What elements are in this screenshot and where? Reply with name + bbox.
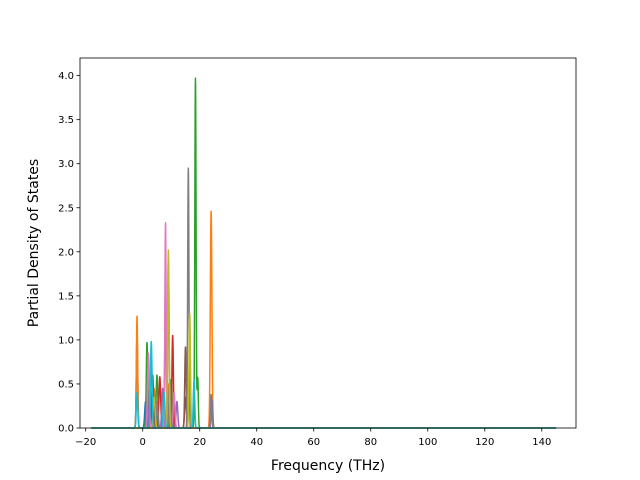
x-tick-label: 80 [364, 437, 377, 448]
y-tick-label: 2.5 [58, 203, 74, 214]
x-tick-label: −20 [75, 437, 96, 448]
y-tick-label: 4.0 [58, 71, 74, 82]
y-tick-label: 3.0 [58, 159, 74, 170]
y-tick-label: 1.5 [58, 291, 74, 302]
x-tick-label: 20 [193, 437, 206, 448]
x-tick-label: 140 [532, 437, 551, 448]
y-tick-label: 3.5 [58, 115, 74, 126]
x-tick-label: 120 [475, 437, 494, 448]
y-tick-label: 0.5 [58, 379, 74, 390]
x-tick-label: 40 [250, 437, 263, 448]
y-tick-label: 0.0 [58, 424, 74, 435]
y-tick-label: 1.0 [58, 335, 74, 346]
x-tick-label: 100 [418, 437, 437, 448]
series-line-2 [90, 77, 557, 429]
axes-frame [79, 57, 577, 429]
y-axis-ticks: 0.0 0.5 1.0 1.5 2.0 2.5 3.0 3.5 4.0 [58, 71, 80, 435]
plot-area [90, 77, 557, 429]
y-tick-label: 2.0 [58, 247, 74, 258]
x-tick-label: 0 [140, 437, 146, 448]
x-axis-ticks: −20 0 20 40 60 80 100 120 140 [75, 428, 551, 448]
x-tick-label: 60 [307, 437, 320, 448]
x-axis-label: Frequency (THz) [271, 458, 385, 474]
y-axis-label: Partial Density of States [26, 159, 42, 327]
